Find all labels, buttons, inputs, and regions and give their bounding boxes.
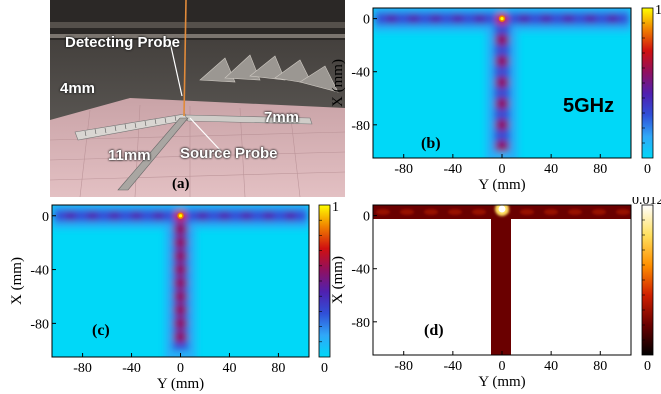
field-spot-v-b-2 [495, 76, 509, 89]
colorbar-min-label-c: 0 [321, 361, 328, 376]
field-spot-h-c-9 [284, 210, 297, 221]
xtick-label-c-0: -80 [73, 361, 92, 376]
yaxis-label-d: X (mm) [330, 256, 346, 304]
ytick-label-d-0: 0 [363, 210, 370, 225]
heatmap-field-b [373, 8, 631, 158]
panel-label-c: (c) [92, 322, 110, 339]
photo-annotation-7mm: 7mm [264, 109, 300, 126]
field-spot-v-c-6 [173, 303, 188, 316]
xtick-label-d-2: 0 [499, 359, 506, 374]
xtick-label-b-1: -40 [444, 162, 463, 177]
field-spot-v-b-5 [495, 140, 509, 153]
photo-annotation-detecting-probe: Detecting Probe [65, 34, 181, 51]
ytick-label-c-2: -80 [30, 317, 49, 332]
xtick-label-b-3: 40 [544, 162, 558, 177]
field-spot-v-b-1 [495, 55, 509, 68]
photo-annotation-4mm: 4mm [60, 80, 96, 97]
photo-annotation-source-probe: Source Probe [180, 145, 278, 162]
xtick-label-c-3: 40 [222, 361, 236, 376]
ytick-label-b-2: -80 [351, 119, 370, 134]
yaxis-label-c: X (mm) [9, 257, 25, 305]
field-spot-h-c-1 [86, 210, 99, 221]
heatmap-field-d [373, 205, 631, 355]
field-spot-h-c-4 [152, 210, 165, 221]
xtick-label-b-0: -80 [394, 162, 413, 177]
field-spot-h-c-8 [262, 210, 275, 221]
heatmap-panel-d: -80 -40 0 40 80 0 -40 -80 Y (mm) X (mm) 0.012 0 [330, 197, 661, 390]
ytick-label-c-1: -40 [30, 264, 49, 279]
panel-label-d: (d) [424, 322, 444, 339]
field-spot-v-c-1 [173, 236, 188, 249]
colorbar-max-label-d: 0.012 [632, 197, 661, 208]
ytick-label-b-0: 0 [363, 13, 370, 28]
field-spot-h-b-5 [518, 13, 531, 24]
yaxis-label-b: X (mm) [330, 59, 346, 107]
xaxis-label-c: Y (mm) [157, 376, 204, 392]
field-spot-v-c-7 [173, 317, 188, 330]
panel-label-b: (b) [421, 135, 441, 152]
photo-drawing [49, 0, 346, 198]
field-spot-h-b-4 [473, 13, 486, 24]
colorbar-max-label-c: 1.0 [332, 200, 340, 215]
heatmap-panel-b: -80 -40 0 40 80 0 -40 -80 Y (mm) X (mm) 1.0 0 [330, 3, 661, 193]
field-spot-v-c-2 [173, 250, 188, 263]
field-spot-h-b-0 [385, 13, 398, 24]
xtick-label-d-4: 80 [593, 359, 607, 374]
colorbar-min-label-d: 0 [644, 359, 651, 374]
field-spot-h-c-2 [108, 210, 121, 221]
xtick-label-b-4: 80 [593, 162, 607, 177]
field-spot-h-b-7 [562, 13, 575, 24]
field-spot-h-c-5 [196, 210, 209, 221]
source-hotspot-d [498, 205, 506, 213]
field-spot-h-b-2 [429, 13, 442, 24]
field-spot-h-c-6 [218, 210, 231, 221]
xtick-label-d-1: -40 [444, 359, 463, 374]
field-spot-h-b-1 [407, 13, 420, 24]
field-spot-h-b-8 [584, 13, 597, 24]
field-spot-h-b-3 [451, 13, 464, 24]
xtick-label-c-1: -40 [122, 361, 141, 376]
colorbar-min-label-b: 0 [644, 162, 651, 177]
field-spot-h-c-7 [240, 210, 253, 221]
field-spot-v-c-0 [173, 223, 188, 236]
field-spot-h-b-9 [606, 13, 619, 24]
field-spot-v-c-4 [173, 277, 188, 290]
field-spot-h-c-0 [64, 210, 77, 221]
field-spot-v-c-5 [173, 290, 188, 303]
frequency-label: 5GHz [563, 95, 615, 117]
field-spot-v-b-4 [495, 118, 509, 131]
colorbar-max-label-b: 1.0 [655, 3, 661, 18]
xtick-label-c-2: 0 [177, 361, 184, 376]
ytick-label-c-0: 0 [42, 210, 49, 225]
field-spot-v-c-3 [173, 263, 188, 276]
xaxis-label-b: Y (mm) [478, 177, 525, 193]
xtick-label-d-0: -80 [394, 359, 413, 374]
xtick-label-b-2: 0 [499, 162, 506, 177]
xtick-label-d-3: 40 [544, 359, 558, 374]
ytick-label-d-1: -40 [351, 263, 370, 278]
xaxis-label-d: Y (mm) [478, 374, 525, 390]
ytick-label-d-2: -80 [351, 316, 370, 331]
ytick-label-b-1: -40 [351, 66, 370, 81]
field-spot-v-b-0 [495, 33, 509, 46]
field-spot-h-c-3 [130, 210, 143, 221]
field-spot-v-b-3 [495, 97, 509, 110]
field-spot-v-c-8 [173, 330, 188, 343]
heatmap-panel-c: -80 -40 0 40 80 0 -40 -80 Y (mm) X (mm) 1.0 0 [9, 200, 340, 392]
panel-label-a: (a) [172, 176, 190, 192]
heatmap-field-c [52, 205, 309, 357]
panel-a-photo: Detecting Probe 4mm 7mm Source Probe 11m… [49, 0, 346, 198]
xtick-label-c-4: 80 [271, 361, 285, 376]
field-spot-h-b-6 [540, 13, 553, 24]
photo-annotation-11mm: 11mm [108, 147, 151, 164]
